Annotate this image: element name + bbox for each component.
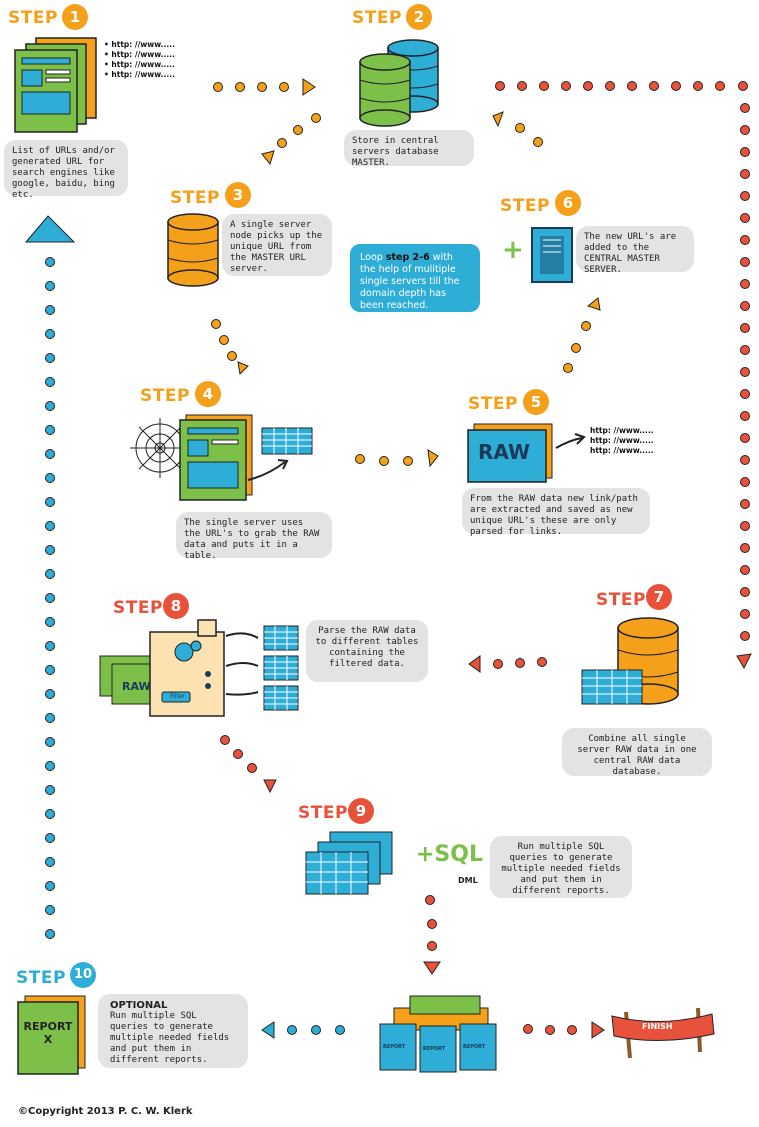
flow-dots-orange xyxy=(211,78,601,468)
filter-button-label: Filter xyxy=(170,693,185,700)
url-item: http: //www..... xyxy=(590,446,654,455)
step-5-note: From the RAW data new link/path are extr… xyxy=(462,488,650,537)
step-8-label: STEP xyxy=(113,598,163,618)
svg-text:+: + xyxy=(502,235,524,265)
report-3-label: REPORT xyxy=(463,1044,486,1050)
step-6-note: The new URL's are added to the CENTRAL M… xyxy=(576,226,694,275)
step-7-badge: 7 xyxy=(646,584,672,610)
finish-banner-icon xyxy=(611,1007,715,1059)
raw-label: RAW xyxy=(478,440,531,464)
step-4-note: The single server uses the URL's to grab… xyxy=(176,512,332,561)
stacked-tables-icon xyxy=(305,831,393,895)
central-raw-database-icon xyxy=(581,617,679,705)
step-10-note: OPTIONAL Run multiple SQL queries to gen… xyxy=(98,994,248,1068)
url-item: • http: //www..... xyxy=(104,70,175,79)
loop-text-post: with the help of mulitiple single server… xyxy=(360,252,460,311)
step-7-note: Combine all single server RAW data in on… xyxy=(562,728,712,777)
url-list-step-5: http: //www..... http: //www..... http: … xyxy=(590,426,654,456)
up-arrow-icon xyxy=(24,215,76,243)
step-2-note: Store in central servers database MASTER… xyxy=(344,130,474,168)
step-8-note: Parse the RAW data to different tables c… xyxy=(306,620,428,682)
step-7-label: STEP xyxy=(596,590,646,610)
url-item: http: //www..... xyxy=(590,436,654,445)
document-stack-icon xyxy=(14,37,97,133)
step-3-badge: 3 xyxy=(225,182,251,208)
sql-label: +SQL xyxy=(416,842,483,867)
loop-callout: Loop step 2-6 with the help of mulitiple… xyxy=(350,244,480,312)
loop-text-pre: Loop xyxy=(360,252,386,263)
step-1-badge: 1 xyxy=(62,4,88,30)
dml-label: DML xyxy=(458,876,478,885)
step-2-badge: 2 xyxy=(406,4,432,30)
report-x-label: REPORT X xyxy=(23,1020,73,1046)
report-1-label: REPORT xyxy=(383,1044,406,1050)
step-8-badge: 8 xyxy=(163,593,189,619)
step-5-label: STEP xyxy=(468,394,518,414)
single-server-database-icon xyxy=(167,213,219,287)
report-2-label: REPORT xyxy=(423,1046,446,1052)
reports-icon xyxy=(379,995,497,1073)
step-5-badge: 5 xyxy=(523,389,549,415)
loop-text-bold: step 2-6 xyxy=(385,252,430,263)
step-9-badge: 9 xyxy=(348,798,374,824)
step-4-badge: 4 xyxy=(195,381,221,407)
step-3-note: A single server node picks up the unique… xyxy=(222,214,332,276)
step-3-label: STEP xyxy=(170,188,220,208)
optional-title: OPTIONAL xyxy=(110,1000,168,1011)
step-10-text: Run multiple SQL queries to generate mul… xyxy=(110,1011,230,1065)
report-x-icon xyxy=(17,995,86,1075)
step-10-label: STEP xyxy=(16,968,66,988)
step-2-label: STEP xyxy=(352,8,402,28)
master-database-icon xyxy=(359,39,439,127)
server-icon: + xyxy=(502,227,573,283)
url-item: • http: //www..... xyxy=(104,50,175,59)
finish-label: FINISH xyxy=(642,1022,673,1031)
step-6-badge: 6 xyxy=(555,190,581,216)
url-item: • http: //www..... xyxy=(104,60,175,69)
flow-dots-red xyxy=(220,81,752,1039)
parser-machine-icon xyxy=(99,619,259,717)
step-1-label: STEP xyxy=(8,8,58,28)
step-9-note: Run multiple SQL queries to generate mul… xyxy=(490,836,632,898)
url-item: • http: //www..... xyxy=(104,40,175,49)
step-6-label: STEP xyxy=(500,196,550,216)
filtered-tables-icon xyxy=(263,625,299,711)
step-9-label: STEP xyxy=(298,803,348,823)
url-list-step-1: • http: //www..... • http: //www..... • … xyxy=(104,40,175,80)
step-1-note: List of URLs and/or generated URL for se… xyxy=(4,140,128,200)
flow-dots-teal xyxy=(45,257,345,1039)
copyright: ©Copyright 2013 P. C. W. Klerk xyxy=(18,1106,193,1117)
raw-table-icon xyxy=(261,427,313,455)
step-10-badge: 10 xyxy=(70,962,96,988)
url-item: http: //www..... xyxy=(590,426,654,435)
raw-label-small: RAW xyxy=(122,680,151,693)
raw-data-block-icon xyxy=(467,423,586,483)
step-4-label: STEP xyxy=(140,386,190,406)
webpage-document-icon xyxy=(179,414,289,501)
